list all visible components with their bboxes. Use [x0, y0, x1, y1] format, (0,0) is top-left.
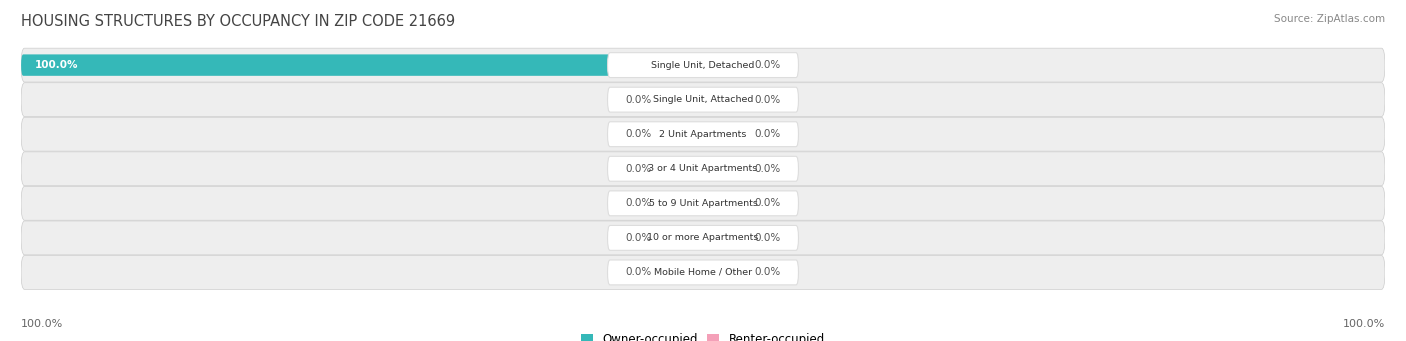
- FancyBboxPatch shape: [607, 156, 799, 181]
- Text: Single Unit, Attached: Single Unit, Attached: [652, 95, 754, 104]
- FancyBboxPatch shape: [703, 55, 744, 76]
- Text: 0.0%: 0.0%: [754, 129, 780, 139]
- FancyBboxPatch shape: [607, 191, 799, 216]
- FancyBboxPatch shape: [703, 158, 744, 179]
- FancyBboxPatch shape: [21, 221, 1385, 255]
- FancyBboxPatch shape: [21, 255, 1385, 290]
- FancyBboxPatch shape: [662, 193, 703, 214]
- Text: 0.0%: 0.0%: [754, 95, 780, 105]
- FancyBboxPatch shape: [21, 48, 1385, 82]
- FancyBboxPatch shape: [703, 262, 744, 283]
- FancyBboxPatch shape: [703, 123, 744, 145]
- FancyBboxPatch shape: [703, 193, 744, 214]
- Text: 0.0%: 0.0%: [626, 267, 652, 278]
- FancyBboxPatch shape: [703, 89, 744, 110]
- FancyBboxPatch shape: [607, 87, 799, 112]
- FancyBboxPatch shape: [703, 227, 744, 249]
- FancyBboxPatch shape: [607, 260, 799, 285]
- FancyBboxPatch shape: [662, 227, 703, 249]
- FancyBboxPatch shape: [21, 187, 1385, 220]
- Text: Source: ZipAtlas.com: Source: ZipAtlas.com: [1274, 14, 1385, 24]
- Text: 0.0%: 0.0%: [754, 60, 780, 70]
- Text: 100.0%: 100.0%: [21, 320, 63, 329]
- FancyBboxPatch shape: [21, 152, 1385, 186]
- FancyBboxPatch shape: [21, 117, 1385, 151]
- Text: Single Unit, Detached: Single Unit, Detached: [651, 61, 755, 70]
- FancyBboxPatch shape: [662, 89, 703, 110]
- Text: HOUSING STRUCTURES BY OCCUPANCY IN ZIP CODE 21669: HOUSING STRUCTURES BY OCCUPANCY IN ZIP C…: [21, 14, 456, 29]
- Text: 5 to 9 Unit Apartments: 5 to 9 Unit Apartments: [648, 199, 758, 208]
- FancyBboxPatch shape: [21, 83, 1385, 117]
- Text: 0.0%: 0.0%: [754, 267, 780, 278]
- Text: 0.0%: 0.0%: [754, 198, 780, 208]
- Text: 0.0%: 0.0%: [626, 198, 652, 208]
- Text: 0.0%: 0.0%: [754, 233, 780, 243]
- Text: 10 or more Apartments: 10 or more Apartments: [647, 233, 759, 242]
- Text: 0.0%: 0.0%: [626, 233, 652, 243]
- FancyBboxPatch shape: [662, 123, 703, 145]
- Text: 0.0%: 0.0%: [626, 129, 652, 139]
- Legend: Owner-occupied, Renter-occupied: Owner-occupied, Renter-occupied: [576, 329, 830, 341]
- Text: Mobile Home / Other: Mobile Home / Other: [654, 268, 752, 277]
- Text: 0.0%: 0.0%: [626, 164, 652, 174]
- Text: 0.0%: 0.0%: [626, 95, 652, 105]
- Text: 2 Unit Apartments: 2 Unit Apartments: [659, 130, 747, 139]
- Text: 100.0%: 100.0%: [1343, 320, 1385, 329]
- FancyBboxPatch shape: [21, 55, 703, 76]
- FancyBboxPatch shape: [607, 122, 799, 147]
- FancyBboxPatch shape: [662, 158, 703, 179]
- Text: 0.0%: 0.0%: [754, 164, 780, 174]
- Text: 100.0%: 100.0%: [35, 60, 79, 70]
- FancyBboxPatch shape: [662, 262, 703, 283]
- FancyBboxPatch shape: [607, 53, 799, 77]
- Text: 3 or 4 Unit Apartments: 3 or 4 Unit Apartments: [648, 164, 758, 173]
- FancyBboxPatch shape: [607, 225, 799, 250]
